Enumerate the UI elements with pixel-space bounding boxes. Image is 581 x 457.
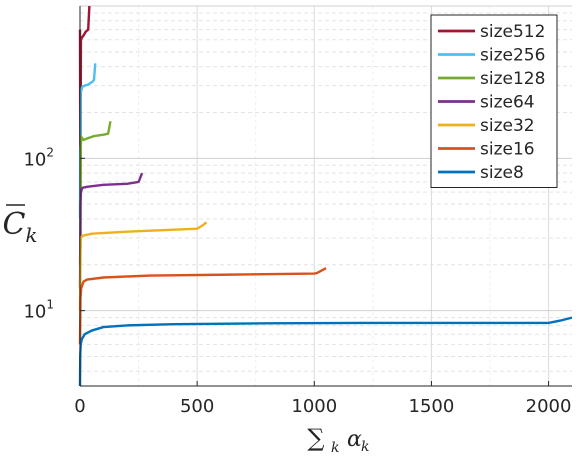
legend-label: size512	[480, 22, 545, 42]
x-tick-label: 500	[180, 396, 214, 417]
y-tick-label: 102	[23, 145, 54, 170]
legend-label: size8	[480, 163, 524, 183]
x-tick-label: 1000	[291, 396, 337, 417]
y-tick-label-base: 10	[23, 149, 46, 170]
legend-label: size128	[480, 69, 545, 89]
x-tick-label: 0	[74, 396, 85, 417]
axes	[79, 6, 572, 387]
y-axis-label-c: C	[2, 207, 25, 242]
x-axis-label-alpha-k: k	[361, 439, 369, 455]
x-axis-label-sum: ∑	[307, 424, 324, 452]
x-tick-label: 1500	[409, 396, 455, 417]
series-line-size16	[78, 267, 327, 345]
legend-label: size256	[480, 46, 545, 66]
legend-label: size32	[480, 116, 535, 136]
x-tick-label: 2000	[526, 396, 572, 417]
y-tick-label-exponent: 1	[46, 298, 54, 312]
legend-label: size16	[480, 140, 535, 160]
y-tick-label-base: 10	[23, 302, 46, 323]
y-tick-label: 101	[23, 298, 54, 323]
x-axis-label-alpha: α	[347, 427, 362, 452]
series-line-size8	[78, 316, 573, 387]
y-tick-label-exponent: 2	[46, 145, 54, 159]
x-axis-label: ∑ k α k	[307, 424, 369, 456]
y-axis-label: Ck	[2, 207, 37, 247]
y-axis-label-k: k	[25, 223, 37, 247]
legend-label: size64	[480, 93, 535, 113]
x-axis-label-sum-k: k	[331, 440, 339, 456]
legend: size512 size256 size128 size64 size32 size16 s…	[430, 14, 558, 188]
